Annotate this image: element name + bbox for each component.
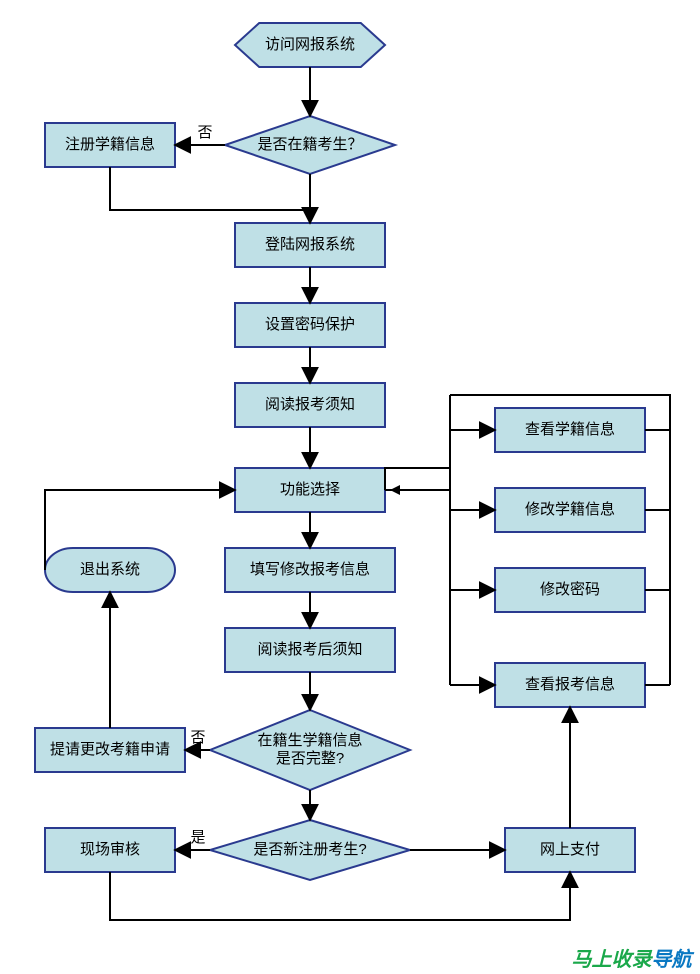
node-login: 登陆网报系统 bbox=[235, 223, 385, 267]
node-label: 阅读报考后须知 bbox=[257, 641, 362, 658]
node-label: 是否完整? bbox=[276, 750, 344, 767]
node-submit_mod: 提请更改考籍申请 bbox=[35, 728, 185, 772]
node-func: 功能选择 bbox=[235, 468, 385, 512]
node-label: 在籍生学籍信息 bbox=[257, 732, 362, 749]
node-d_new: 是否新注册考生? bbox=[210, 820, 410, 880]
node-d_enrolled: 是否在籍考生？ bbox=[225, 116, 395, 174]
watermark-char: 马 bbox=[572, 949, 593, 971]
node-label: 功能选择 bbox=[280, 481, 340, 498]
node-register: 注册学籍信息 bbox=[45, 123, 175, 167]
node-view_exam: 查看报考信息 bbox=[495, 663, 645, 707]
edge bbox=[385, 468, 450, 490]
node-label: 退出系统 bbox=[80, 561, 140, 578]
edge-label: 是 bbox=[190, 829, 205, 846]
watermark-char: 上 bbox=[592, 949, 613, 971]
node-label: 网上支付 bbox=[540, 841, 600, 858]
node-onsite: 现场审核 bbox=[45, 828, 175, 872]
node-mod_school: 修改学籍信息 bbox=[495, 488, 645, 532]
edge-label: 否 bbox=[197, 124, 212, 141]
node-label: 是否新注册考生? bbox=[253, 841, 366, 858]
edge bbox=[110, 167, 310, 210]
node-d_complete: 在籍生学籍信息是否完整? bbox=[210, 710, 410, 790]
node-read_notice: 阅读报考须知 bbox=[235, 383, 385, 427]
node-view_school: 查看学籍信息 bbox=[495, 408, 645, 452]
node-label: 注册学籍信息 bbox=[65, 136, 155, 153]
flowchart: 访问网报系统是否在籍考生？ 注册学籍信息登陆网报系统设置密码保护阅读报考须知功能选… bbox=[0, 0, 700, 974]
node-label: 查看报考信息 bbox=[525, 676, 615, 693]
node-read_after: 阅读报考后须知 bbox=[225, 628, 395, 672]
watermark-char: 航 bbox=[671, 948, 695, 971]
node-label: 现场审核 bbox=[80, 841, 140, 858]
arrowhead bbox=[390, 485, 400, 495]
node-label: 是否在籍考生？ bbox=[257, 136, 362, 153]
node-set_pwd: 设置密码保护 bbox=[235, 303, 385, 347]
node-pay: 网上支付 bbox=[505, 828, 635, 872]
node-label: 阅读报考须知 bbox=[265, 396, 355, 413]
node-label: 登陆网报系统 bbox=[265, 236, 355, 253]
node-label: 填写修改报考信息 bbox=[250, 561, 370, 578]
node-fill_info: 填写修改报考信息 bbox=[225, 548, 395, 592]
node-start: 访问网报系统 bbox=[235, 23, 385, 67]
node-exit: 退出系统 bbox=[45, 548, 175, 592]
edge-label: 否 bbox=[190, 729, 205, 746]
node-label: 访问网报系统 bbox=[265, 36, 355, 53]
watermark-char: 导 bbox=[652, 949, 674, 971]
node-mod_pwd: 修改密码 bbox=[495, 568, 645, 612]
node-label: 查看学籍信息 bbox=[525, 421, 615, 438]
node-label: 修改密码 bbox=[540, 581, 600, 598]
watermark-char: 录 bbox=[632, 949, 654, 971]
edge bbox=[110, 872, 570, 920]
node-label: 修改学籍信息 bbox=[525, 501, 615, 518]
node-label: 设置密码保护 bbox=[265, 316, 355, 333]
node-label: 提请更改考籍申请 bbox=[50, 741, 170, 758]
